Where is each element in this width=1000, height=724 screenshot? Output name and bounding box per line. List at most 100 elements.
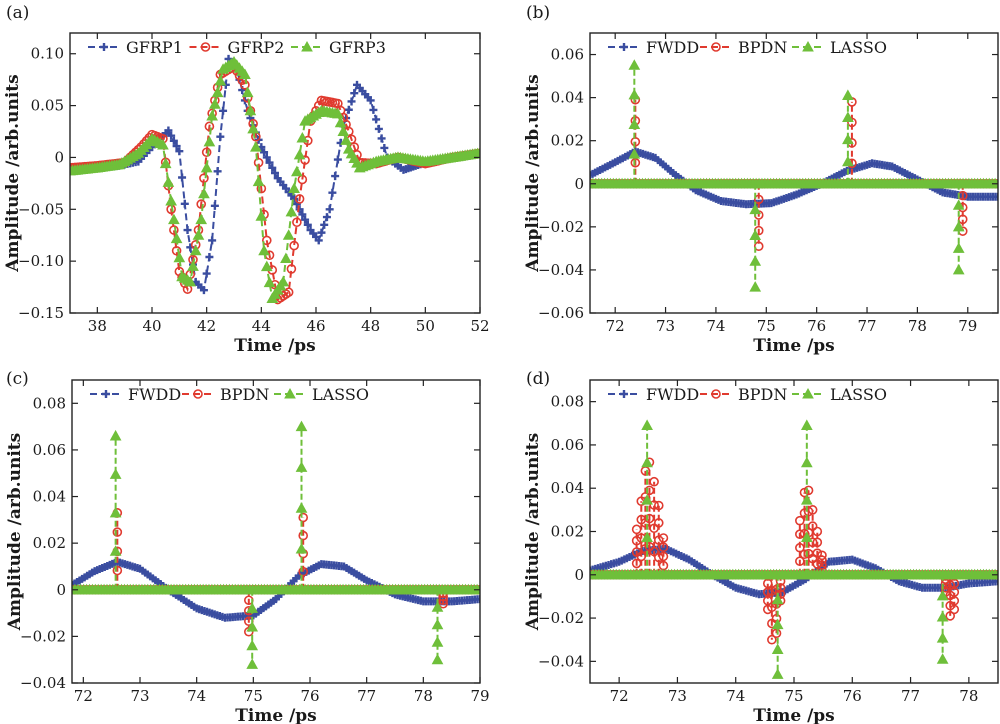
- data-point: [168, 213, 180, 225]
- data-point: [314, 236, 323, 245]
- legend-label: FWDD: [646, 385, 699, 404]
- data-point: [250, 141, 262, 152]
- data-point: [292, 217, 302, 228]
- x-tick-label: 79: [470, 687, 489, 705]
- spike-point: [246, 639, 259, 651]
- legend-label: BPDN: [738, 385, 787, 404]
- spike-point: [936, 610, 949, 622]
- data-point: [180, 199, 189, 208]
- x-tick-label: 72: [74, 687, 93, 705]
- y-tick-label: 0: [56, 581, 66, 599]
- data-point: [474, 147, 480, 158]
- spike-point: [949, 604, 960, 615]
- data-point: [303, 220, 312, 229]
- data-point: [322, 213, 331, 222]
- data-point: [263, 276, 276, 288]
- y-tick-label: −0.04: [538, 261, 584, 279]
- y-tick-label: −0.02: [538, 218, 584, 236]
- y-tick-label: −0.04: [20, 674, 66, 692]
- x-tick-label: 78: [414, 687, 433, 705]
- data-point: [198, 187, 210, 199]
- spike-point: [641, 494, 653, 505]
- x-tick-label: 74: [726, 687, 745, 705]
- legend-marker: [802, 387, 814, 399]
- spike-point: [807, 505, 818, 515]
- spike-point: [749, 203, 762, 215]
- data-point: [195, 213, 208, 225]
- data-point: [199, 286, 208, 295]
- spike-point: [641, 531, 653, 542]
- series-bpdn-spikes: [590, 94, 998, 252]
- x-tick-label: 52: [470, 317, 489, 335]
- data-point: [169, 225, 179, 235]
- x-tick-label: 75: [784, 687, 803, 705]
- legend-marker: [284, 387, 296, 399]
- spike-point: [767, 586, 777, 596]
- data-point: [320, 220, 329, 229]
- x-tick-label: 78: [959, 687, 978, 705]
- y-tick-label: −0.02: [538, 609, 584, 627]
- x-tick-label: 50: [416, 317, 435, 335]
- data-point: [271, 169, 279, 177]
- x-tick-label: 40: [142, 317, 161, 335]
- data-point: [219, 106, 228, 115]
- legend-label: LASSO: [312, 385, 369, 404]
- spike-point: [800, 419, 813, 430]
- legend-label: FWDD: [646, 38, 699, 57]
- y-axis-label: Amplitude /arb.units: [3, 74, 23, 272]
- spike-point: [807, 521, 818, 531]
- legend: GFRP1 GFRP2 GFRP3: [88, 38, 386, 57]
- spike-point: [936, 589, 949, 601]
- spike-point: [658, 560, 669, 571]
- data-point: [169, 136, 178, 145]
- spike-point: [771, 618, 784, 630]
- x-tick-label: 72: [610, 687, 629, 705]
- spike-point: [298, 512, 309, 523]
- data-point: [994, 577, 998, 586]
- spike-point: [112, 527, 123, 537]
- y-tick-label: −0.15: [18, 304, 64, 322]
- series-lasso-spikes: [72, 420, 480, 669]
- data-point: [283, 287, 294, 298]
- spike-point: [749, 229, 762, 240]
- y-tick-label: 0: [574, 566, 584, 584]
- series-gfrp2: [70, 61, 480, 305]
- y-tick-label: 0.05: [31, 97, 64, 115]
- spike-point: [631, 535, 642, 546]
- data-point: [175, 147, 184, 156]
- data-point: [334, 116, 347, 128]
- data-point: [332, 107, 344, 119]
- data-point: [187, 260, 199, 271]
- data-point: [289, 240, 299, 251]
- x-tick-label: 73: [668, 687, 687, 705]
- y-tick-label: −0.06: [538, 304, 584, 322]
- y-tick-label: 0.04: [551, 89, 584, 107]
- data-point: [350, 89, 359, 98]
- spike-point: [431, 653, 444, 665]
- x-tick-label: 77: [901, 687, 920, 705]
- y-tick-label: 0.06: [551, 46, 584, 64]
- series-lasso-spikes: [590, 59, 998, 292]
- data-point: [280, 252, 292, 264]
- data-point: [244, 104, 257, 116]
- legend: FWDD BPDN LASSO: [90, 385, 369, 404]
- spike-point: [295, 542, 308, 554]
- legend-item: LASSO: [274, 385, 369, 404]
- legend: FWDD BPDN LASSO: [608, 38, 887, 57]
- spike-point: [649, 500, 659, 510]
- data-point: [260, 148, 269, 157]
- data-point: [216, 132, 225, 141]
- data-point: [205, 253, 214, 261]
- legend-item: LASSO: [792, 385, 887, 404]
- legend-item: BPDN: [182, 385, 269, 404]
- spike-point: [771, 643, 784, 654]
- plot-area: [590, 59, 998, 292]
- legend-item: BPDN: [700, 38, 787, 57]
- legend-marker: [711, 42, 721, 52]
- spike-point: [628, 148, 641, 159]
- data-point: [170, 232, 183, 244]
- data-point: [173, 251, 186, 263]
- data-point: [210, 201, 219, 210]
- legend-item: GFRP2: [189, 38, 284, 57]
